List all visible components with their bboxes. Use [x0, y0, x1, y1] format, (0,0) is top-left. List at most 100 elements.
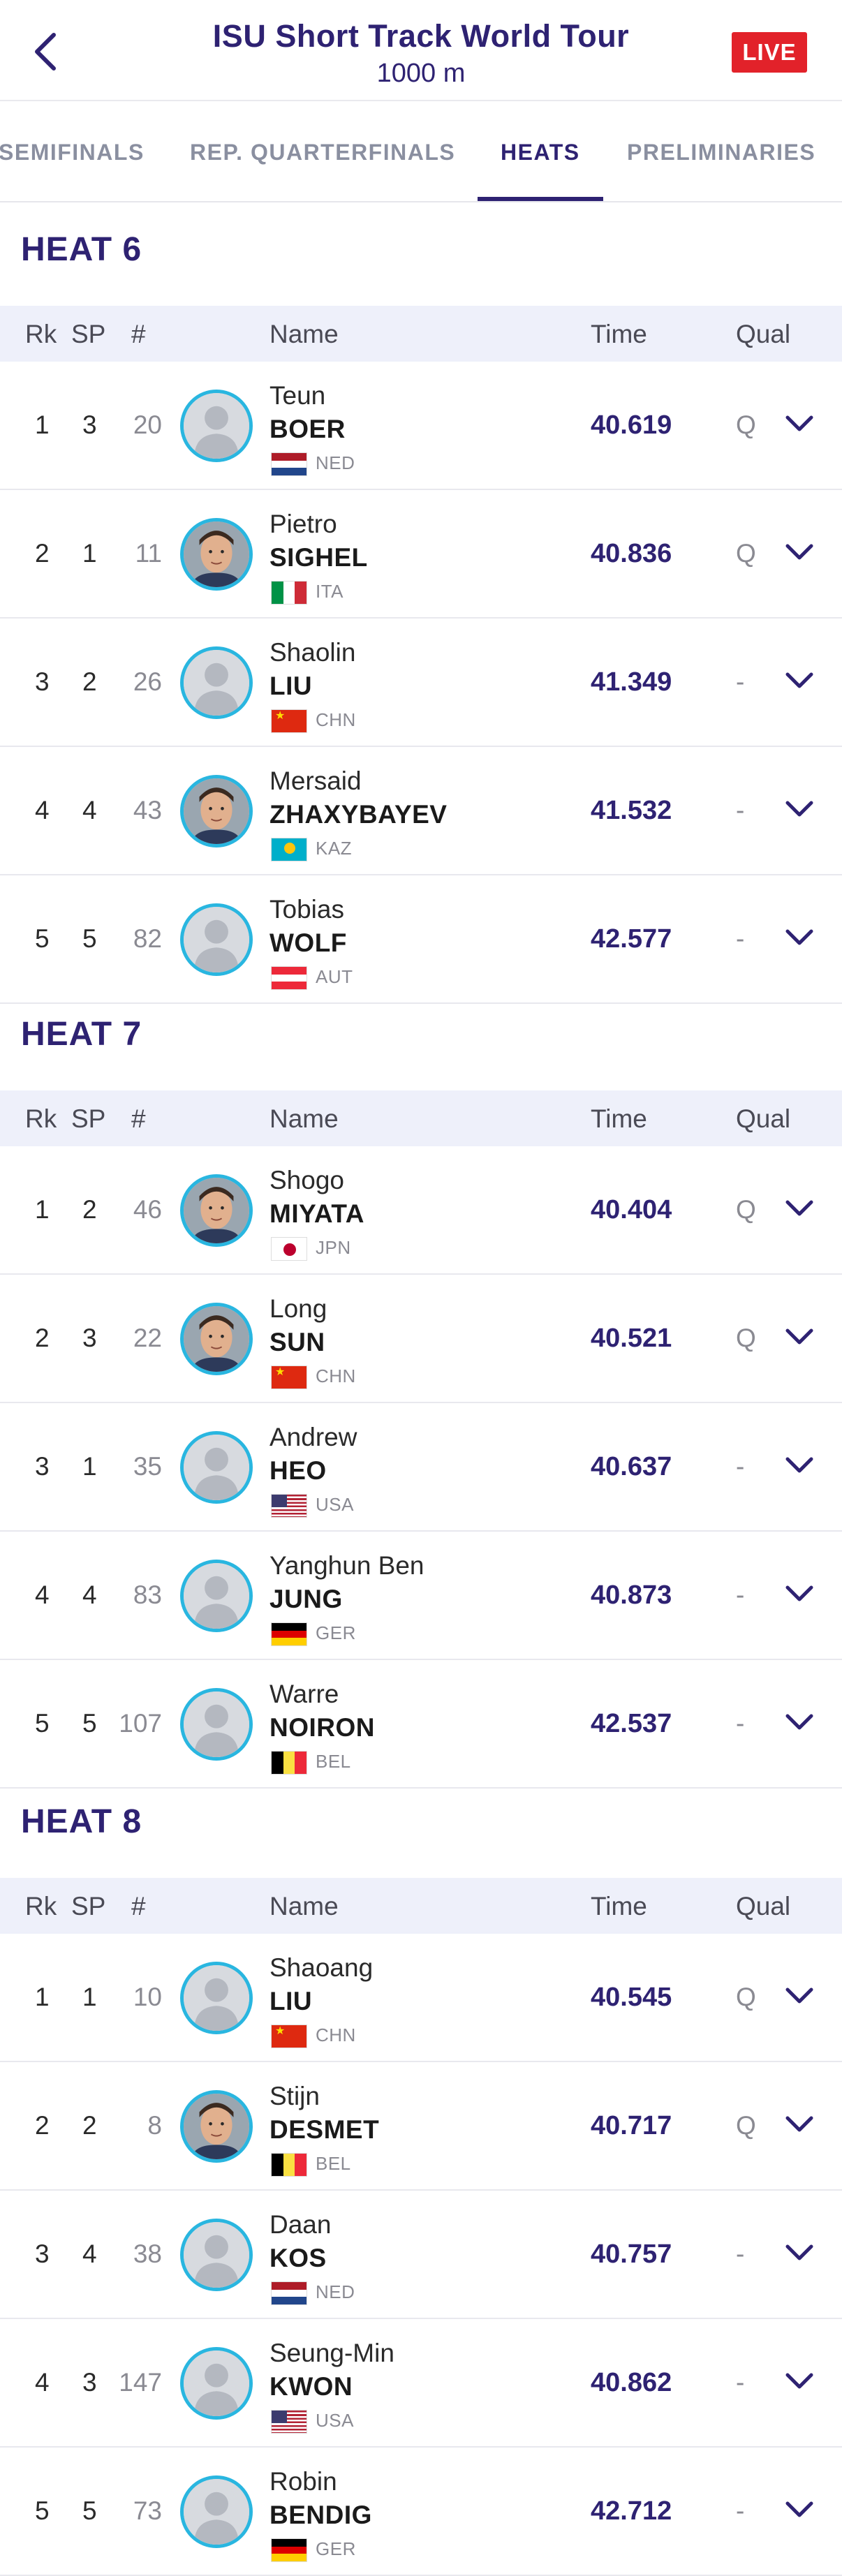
bib-number: 147 [119, 2368, 162, 2397]
chevron-down-icon[interactable] [783, 410, 815, 438]
athlete-last-name[interactable]: MIYATA [269, 1199, 364, 1228]
athlete-last-name[interactable]: HEO [269, 1456, 327, 1485]
rank: 3 [35, 667, 50, 696]
athlete-last-name[interactable]: KOS [269, 2244, 327, 2272]
result-row[interactable]: 5 5 107 Warre NOIRON BEL 42.537 - [0, 1660, 842, 1789]
result-row[interactable]: 4 3 147 Seung-Min KWON USA 40.862 - [0, 2319, 842, 2448]
active-tab-indicator [478, 197, 603, 201]
athlete-first-name[interactable]: Teun [269, 381, 326, 410]
result-row[interactable]: 2 2 8 Stijn DESMET BEL 40.717 Q [0, 2062, 842, 2191]
qualification-status: Q [736, 2111, 756, 2140]
athlete-first-name[interactable]: Shaoang [269, 1953, 374, 1982]
country-code: CHN [316, 2024, 356, 2045]
column-name: Name [269, 1104, 339, 1133]
tab-rep-quarterfinals[interactable]: REP. QUARTERFINALS [190, 139, 456, 165]
result-row[interactable]: 4 4 43 Mersaid ZHAXYBAYEV KAZ 41.532 - [0, 747, 842, 875]
chevron-down-icon[interactable] [783, 1709, 815, 1737]
athlete-last-name[interactable]: JUNG [269, 1585, 343, 1613]
tab-semifinals[interactable]: SEMIFINALS [0, 139, 145, 165]
avatar-placeholder-icon [180, 2347, 253, 2420]
chevron-down-icon[interactable] [783, 667, 815, 695]
athlete-first-name[interactable]: Pietro [269, 510, 337, 538]
race-time: 42.537 [591, 1709, 672, 1738]
column-name: Name [269, 1892, 339, 1920]
result-row[interactable]: 3 1 35 Andrew HEO USA 40.637 - [0, 1403, 842, 1532]
athlete-last-name[interactable]: LIU [269, 1987, 313, 2015]
start-position: 1 [82, 1983, 97, 2011]
athlete-first-name[interactable]: Andrew [269, 1423, 357, 1451]
result-row[interactable]: 5 5 82 Tobias WOLF AUT 42.577 - [0, 875, 842, 1004]
chevron-down-icon[interactable] [783, 1581, 815, 1608]
chevron-down-icon[interactable] [783, 1452, 815, 1480]
result-row[interactable]: 1 1 10 Shaoang LIU ★ CHN 40.545 Q [0, 1934, 842, 2062]
chevron-down-icon[interactable] [783, 1983, 815, 2011]
athlete-last-name[interactable]: KWON [269, 2372, 353, 2401]
chevron-down-icon[interactable] [783, 2111, 815, 2139]
rank: 4 [35, 796, 50, 824]
chevron-down-icon[interactable] [783, 2496, 815, 2524]
athlete-last-name[interactable]: DESMET [269, 2115, 380, 2144]
athlete-last-name[interactable]: WOLF [269, 928, 347, 957]
start-position: 3 [82, 410, 97, 439]
bib-number: 20 [133, 410, 162, 439]
start-position: 5 [82, 1709, 97, 1738]
result-row[interactable]: 1 2 46 Shogo MIYATA JPN 40.404 Q [0, 1146, 842, 1275]
athlete-first-name[interactable]: Robin [269, 2467, 337, 2496]
athlete-last-name[interactable]: SIGHEL [269, 543, 368, 572]
bib-number: 26 [133, 667, 162, 696]
result-row[interactable]: 3 2 26 Shaolin LIU ★ CHN 41.349 - [0, 619, 842, 747]
athlete-first-name[interactable]: Daan [269, 2210, 332, 2239]
athlete-first-name[interactable]: Tobias [269, 895, 344, 924]
athlete-first-name[interactable]: Stijn [269, 2082, 320, 2110]
flag-bel-icon [271, 2153, 307, 2177]
column-time: Time [591, 1104, 647, 1133]
chevron-down-icon[interactable] [783, 796, 815, 824]
avatar-placeholder-icon [180, 903, 253, 976]
country-code: NED [316, 2281, 355, 2302]
chevron-down-icon[interactable] [783, 924, 815, 952]
start-position: 1 [82, 539, 97, 568]
athlete-first-name[interactable]: Shaolin [269, 638, 356, 667]
athlete-first-name[interactable]: Mersaid [269, 767, 362, 795]
flag-ned-icon [271, 452, 307, 476]
result-row[interactable]: 3 4 38 Daan KOS NED 40.757 - [0, 2191, 842, 2319]
bib-number: 35 [133, 1452, 162, 1481]
athlete-last-name[interactable]: NOIRON [269, 1713, 375, 1742]
start-position: 2 [82, 2111, 97, 2140]
flag-usa-icon [271, 2410, 307, 2434]
qualification-status: Q [736, 1324, 756, 1352]
result-row[interactable]: 1 3 20 Teun BOER NED 40.619 Q [0, 362, 842, 490]
avatar-placeholder-icon [180, 390, 253, 462]
athlete-first-name[interactable]: Warre [269, 1680, 339, 1708]
qualification-status: - [736, 2240, 745, 2268]
athlete-last-name[interactable]: SUN [269, 1328, 325, 1356]
athlete-last-name[interactable]: BOER [269, 415, 346, 443]
live-badge[interactable]: LIVE [732, 32, 807, 73]
result-row[interactable]: 5 5 73 Robin BENDIG GER 42.712 - [0, 2448, 842, 2576]
athlete-last-name[interactable]: BENDIG [269, 2501, 372, 2529]
country-code: BEL [316, 1751, 351, 1772]
chevron-down-icon[interactable] [783, 2240, 815, 2267]
heat-title: HEAT 8 [21, 1803, 142, 1840]
chevron-down-icon[interactable] [783, 539, 815, 567]
column-num: # [131, 320, 146, 348]
back-button[interactable] [21, 22, 70, 81]
athlete-last-name[interactable]: ZHAXYBAYEV [269, 800, 448, 829]
athlete-last-name[interactable]: LIU [269, 672, 313, 700]
result-row[interactable]: 2 3 22 Long SUN ★ CHN 40.521 Q [0, 1275, 842, 1403]
race-time: 40.862 [591, 2368, 672, 2397]
avatar-placeholder-icon [180, 646, 253, 719]
chevron-down-icon[interactable] [783, 1195, 815, 1223]
chevron-down-icon[interactable] [783, 2368, 815, 2396]
athlete-first-name[interactable]: Long [269, 1294, 327, 1323]
race-time: 42.712 [591, 2496, 672, 2526]
athlete-first-name[interactable]: Shogo [269, 1166, 344, 1194]
result-row[interactable]: 2 1 11 Pietro SIGHEL ITA 40.836 Q [0, 490, 842, 619]
athlete-first-name[interactable]: Yanghun Ben [269, 1551, 424, 1580]
tab-preliminaries[interactable]: PRELIMINARIES [627, 139, 816, 165]
tab-heats[interactable]: HEATS [501, 139, 580, 165]
chevron-down-icon[interactable] [783, 1324, 815, 1352]
athlete-first-name[interactable]: Seung-Min [269, 2339, 394, 2367]
column-rk: Rk [25, 1104, 57, 1133]
result-row[interactable]: 4 4 83 Yanghun Ben JUNG GER 40.873 - [0, 1532, 842, 1660]
